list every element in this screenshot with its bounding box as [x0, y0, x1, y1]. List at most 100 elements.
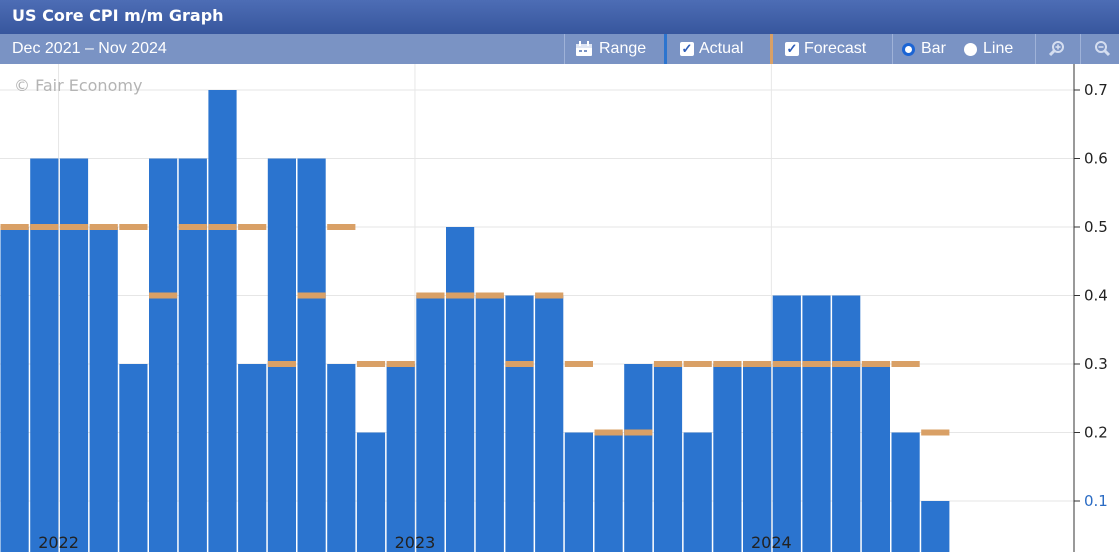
forecast-marker	[327, 224, 356, 230]
y-tick-label: 0.5	[1084, 218, 1108, 236]
y-tick-label: 0.7	[1084, 81, 1108, 99]
check-icon: ✓	[681, 41, 693, 56]
forecast-marker	[891, 361, 920, 367]
forecast-marker	[683, 361, 712, 367]
toolbar-divider	[1080, 34, 1081, 64]
actual-bar	[356, 432, 386, 552]
forecast-marker	[356, 361, 386, 367]
y-tick-label: 0.6	[1084, 150, 1108, 168]
forecast-marker	[921, 429, 950, 436]
forecast-marker	[178, 224, 207, 230]
watermark: © Fair Economy	[14, 76, 142, 95]
actual-bar	[802, 295, 831, 552]
actual-bar	[59, 158, 89, 552]
actual-bar	[535, 295, 564, 552]
forecast-marker	[149, 292, 178, 299]
cpi-bar-chart: 0.1 0.2 0.3 0.4 0.5 0.6 0.7 2022 2023 2024 © Fair…	[0, 64, 1108, 552]
forecast-marker	[743, 361, 772, 367]
bar-label: Bar	[921, 40, 946, 57]
forecast-marker	[653, 361, 683, 367]
radio-icon	[964, 42, 977, 56]
range-button[interactable]: Range	[575, 34, 646, 64]
actual-bar	[624, 364, 653, 552]
title-bar: US Core CPI m/m Graph	[0, 0, 1119, 34]
actual-bar	[653, 364, 683, 552]
forecast-marker	[238, 224, 267, 230]
actual-bar	[683, 432, 712, 552]
forecast-marker	[297, 292, 326, 299]
forecast-marker	[475, 292, 504, 299]
actual-bar	[178, 158, 207, 552]
chart-area: 0.1 0.2 0.3 0.4 0.5 0.6 0.7 2022 2023 2024 © Fair…	[0, 64, 1119, 552]
forecast-marker	[267, 361, 296, 367]
line-mode-radio[interactable]: Line	[964, 34, 1013, 64]
actual-bar	[238, 364, 267, 552]
forecast-marker	[832, 361, 861, 367]
actual-label: Actual	[699, 40, 744, 57]
forecast-marker	[624, 429, 653, 436]
actual-bar	[0, 227, 29, 552]
chart-title: US Core CPI m/m Graph	[12, 6, 224, 25]
forecast-marker	[208, 224, 237, 230]
actual-bar	[30, 158, 59, 552]
actual-bar	[89, 227, 118, 552]
forecast-toggle[interactable]: ✓ Forecast	[785, 34, 866, 64]
range-label: Range	[599, 40, 647, 57]
calendar-icon	[576, 41, 592, 56]
toolbar-divider	[564, 34, 565, 64]
actual-bar	[119, 364, 148, 552]
y-tick-label: 0.2	[1084, 424, 1108, 442]
actual-bar	[416, 295, 445, 552]
chart-toolbar: Dec 2021 – Nov 2024 Range ✓ Actual ✓ For…	[0, 34, 1119, 64]
forecast-marker	[772, 361, 801, 367]
y-tick-label: 0.3	[1084, 355, 1108, 373]
forecast-marker	[89, 224, 118, 230]
forecast-color-swatch	[770, 34, 773, 64]
forecast-marker	[802, 361, 831, 367]
forecast-label: Forecast	[804, 40, 867, 57]
actual-bar	[713, 364, 742, 552]
actual-bar	[861, 364, 890, 552]
check-icon: ✓	[786, 41, 798, 56]
forecast-checkbox[interactable]: ✓	[785, 42, 799, 56]
actual-bar	[564, 432, 593, 552]
forecast-marker	[59, 224, 89, 230]
actual-bar	[475, 295, 504, 552]
actual-bar	[891, 432, 920, 552]
actual-bar	[297, 158, 326, 552]
actual-bar	[594, 432, 623, 552]
actual-bar	[743, 364, 772, 552]
actual-bar	[267, 158, 296, 552]
actual-toggle[interactable]: ✓ Actual	[680, 34, 743, 64]
actual-color-swatch	[664, 34, 667, 64]
toolbar-divider	[1035, 34, 1036, 64]
actual-checkbox[interactable]: ✓	[680, 42, 694, 56]
zoom-in-icon	[1048, 41, 1064, 57]
actual-bar	[505, 295, 534, 552]
forecast-marker	[416, 292, 445, 299]
date-range-label: Dec 2021 – Nov 2024	[12, 40, 167, 57]
actual-bar	[832, 295, 861, 552]
bar-mode-radio[interactable]: Bar	[902, 34, 946, 64]
forecast-marker	[505, 361, 534, 367]
actual-bar	[921, 501, 950, 552]
x-tick-label: 2023	[395, 533, 436, 552]
forecast-marker	[594, 429, 623, 436]
forecast-marker	[0, 224, 29, 230]
y-tick-label: 0.4	[1084, 287, 1108, 305]
forecast-marker	[119, 224, 148, 230]
x-tick-label: 2024	[751, 533, 792, 552]
zoom-out-button[interactable]	[1087, 34, 1117, 64]
actual-bar	[772, 295, 801, 552]
actual-bar	[446, 227, 475, 552]
y-tick-label: 0.1	[1084, 492, 1108, 510]
forecast-marker	[386, 361, 415, 367]
zoom-out-icon	[1095, 41, 1111, 57]
actual-bar	[386, 364, 415, 552]
forecast-marker	[713, 361, 742, 367]
forecast-marker	[535, 292, 564, 299]
forecast-marker	[30, 224, 59, 230]
line-label: Line	[983, 40, 1014, 57]
zoom-in-button[interactable]	[1042, 34, 1072, 64]
forecast-marker	[446, 292, 475, 299]
